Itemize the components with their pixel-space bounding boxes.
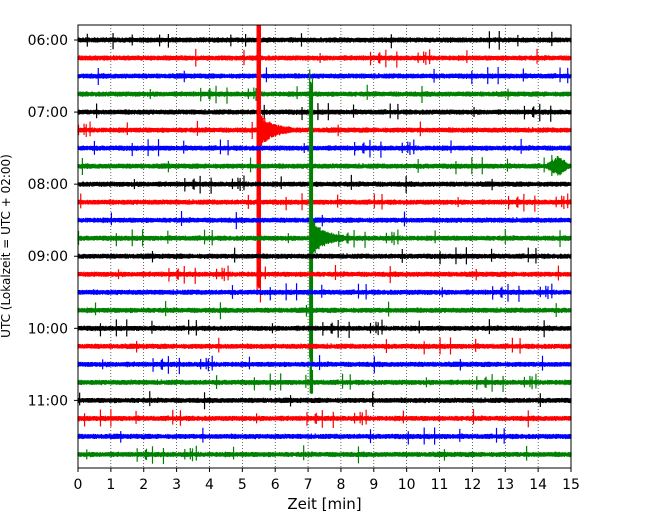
- x-tick-label: 8: [336, 477, 345, 493]
- x-tick-label: 10: [398, 477, 416, 493]
- grid-lines: [110, 25, 539, 468]
- x-tick-label: 4: [205, 477, 214, 493]
- y-tick-label: 09:00: [28, 249, 68, 265]
- x-tick-label: 1: [106, 477, 115, 493]
- x-tick-label: 11: [431, 477, 449, 493]
- x-tick-label: 6: [271, 477, 280, 493]
- x-tick-label: 0: [74, 477, 83, 493]
- y-axis-label: UTC (Lokalzeit = UTC + 02:00): [0, 154, 13, 338]
- x-tick-label: 7: [304, 477, 313, 493]
- x-tick-label: 3: [172, 477, 181, 493]
- x-tick-label: 5: [238, 477, 247, 493]
- y-tick-label: 07:00: [28, 105, 68, 121]
- x-axis-ticks: 0 1 2 3 4 5 6 7 8 9 10 11 12 13 14 15: [74, 468, 580, 493]
- x-tick-label: 14: [529, 477, 547, 493]
- plot-frame: [77, 24, 572, 469]
- y-tick-label: 06:00: [28, 33, 68, 49]
- x-axis-label: Zeit [min]: [287, 495, 361, 513]
- x-tick-label: 12: [463, 477, 481, 493]
- y-tick-label: 08:00: [28, 177, 68, 193]
- y-tick-label: 10:00: [28, 321, 68, 337]
- y-tick-label: 11:00: [28, 393, 68, 409]
- y-axis-ticks: 06:00 07:00 08:00 09:00 10:00 11:00: [28, 33, 78, 409]
- x-tick-label: 2: [139, 477, 148, 493]
- plot-background: [78, 25, 571, 468]
- x-tick-label: 13: [496, 477, 514, 493]
- x-tick-label: 15: [562, 477, 580, 493]
- x-tick-label: 9: [369, 477, 378, 493]
